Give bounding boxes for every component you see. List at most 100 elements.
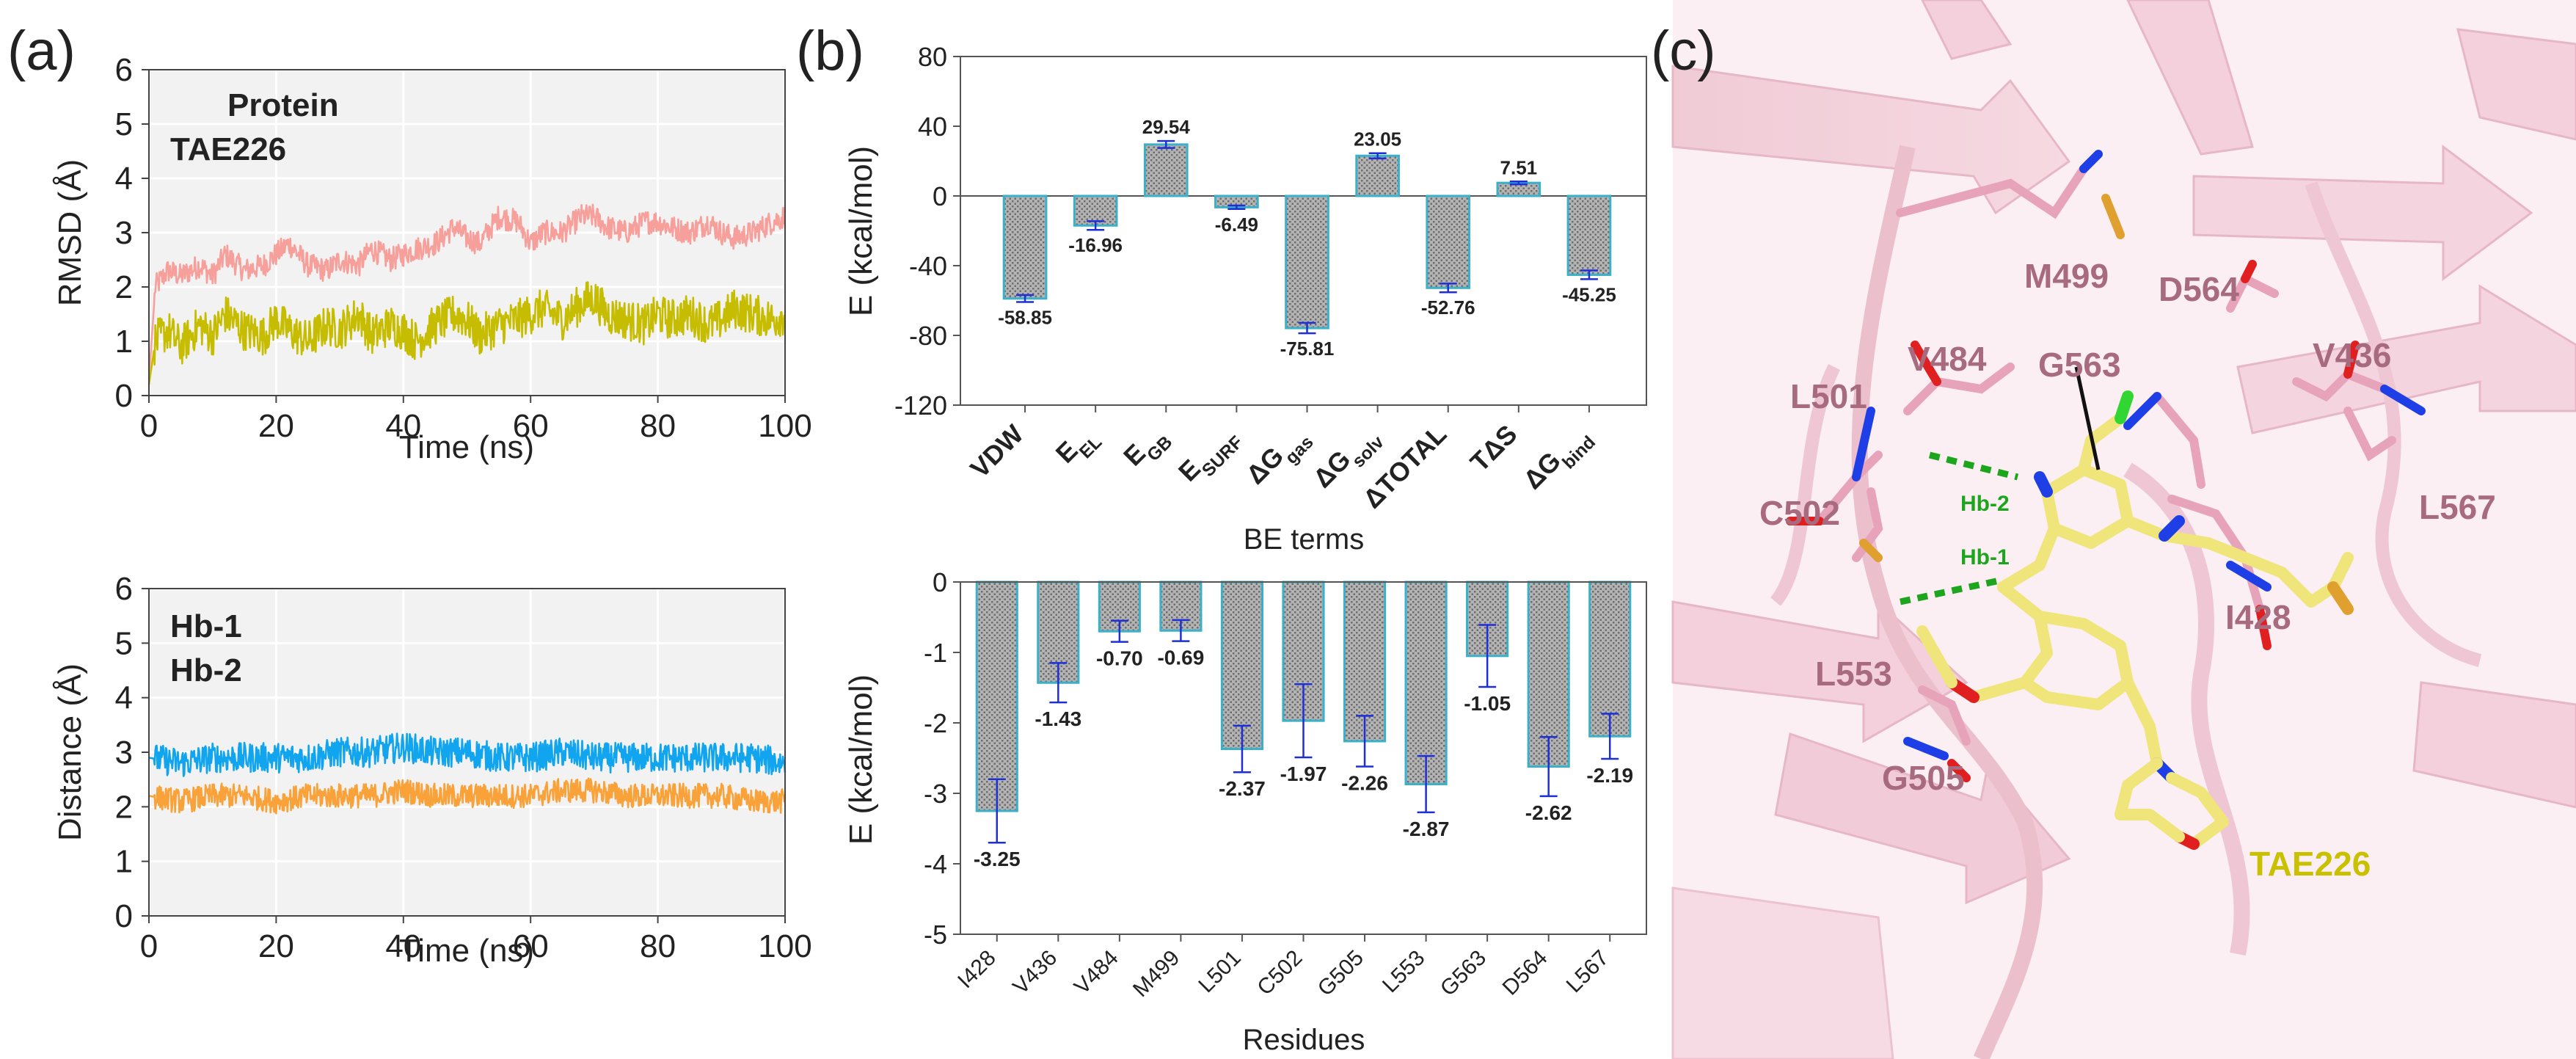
x-axis-label: Time (ns): [399, 429, 534, 465]
y-tick-label: -2: [924, 708, 947, 738]
data-label: -58.85: [998, 307, 1052, 329]
bar: [1220, 581, 1264, 751]
series-line-hb-1: [148, 732, 787, 777]
residue-label-g505: G505: [1882, 759, 1965, 797]
chart-b-bottom: -3.25 -1.43 -0.70 -0.69 -2.37 -1.97 -2.26 -2.87…: [843, 567, 1647, 1056]
residue-label-c502: C502: [1759, 494, 1840, 532]
chart-a-top: 0 20 40 60 80 100 0 1 2 3 4 5 6 Protein TAE226 Time …: [52, 52, 812, 465]
x-tick-label: 60: [513, 928, 549, 964]
legend-protein: Protein: [227, 87, 339, 123]
x-tick-label: 20: [258, 408, 294, 444]
y-tick-label: 80: [918, 42, 947, 72]
y-axis-label: E (kcal/mol): [843, 146, 879, 316]
y-tick-label: 1: [115, 324, 133, 360]
bar: [975, 581, 1018, 812]
ligand-sticks: [1916, 390, 2354, 850]
residue-label-i428: I428: [2225, 598, 2291, 636]
y-tick-label: -3: [924, 779, 947, 809]
data-label: -3.25: [974, 848, 1021, 870]
bar: [1343, 581, 1387, 743]
y-tick-label: 3: [115, 735, 133, 771]
panel-label-a: (a): [7, 20, 76, 82]
hbond-2-dash: [1928, 451, 2019, 481]
y-tick-label: 0: [115, 898, 133, 934]
x-tick-label: 80: [640, 928, 676, 964]
series-line-protein: [147, 203, 787, 379]
bar: [1002, 194, 1048, 300]
x-tick-label: M499: [1128, 946, 1184, 1002]
plot-frame: [960, 56, 1647, 406]
coil-loop: [1851, 145, 2043, 1059]
y-tick-label: 4: [115, 680, 133, 716]
residue-sticks: [1786, 150, 2426, 782]
x-tick-label: EGB: [1117, 419, 1176, 478]
x-tick-label: 60: [513, 408, 549, 444]
series-line-tae226: [147, 281, 787, 385]
x-tick-label: ΔGgas: [1240, 419, 1317, 496]
y-axis-label: Distance (Å): [52, 663, 88, 841]
residue-label-l501: L501: [1790, 377, 1867, 415]
y-tick-label: 5: [115, 625, 133, 661]
x-tick-label: 100: [758, 408, 811, 444]
x-tick-label: 80: [640, 408, 676, 444]
x-tick-label: ΔGbind: [1517, 419, 1599, 501]
beta-sheet-arrow: [2412, 681, 2576, 809]
residue-label-v436: V436: [2313, 336, 2391, 374]
y-axis-label: RMSD (Å): [52, 159, 88, 306]
hbond-label-hb2: Hb-2: [1960, 492, 2010, 516]
x-tick-label: ESURF: [1172, 419, 1247, 493]
x-tick-label: V436: [1008, 946, 1062, 1000]
x-tick-label: I428: [953, 946, 1001, 994]
legend-hb2: Hb-2: [170, 652, 242, 688]
data-label: -75.81: [1280, 338, 1335, 360]
data-label: -6.49: [1215, 214, 1258, 236]
data-label: -52.76: [1421, 296, 1475, 319]
chart-b-top: -58.85 -16.96 29.54 -6.49 -75.81 23.05 -52.76 7…: [843, 42, 1647, 556]
x-axis-label: Time (ns): [399, 933, 534, 969]
x-tick-label: 100: [758, 928, 811, 964]
data-label: 7.51: [1500, 156, 1538, 178]
y-tick-label: 3: [115, 215, 133, 251]
y-tick-label: 6: [115, 52, 133, 88]
residue-label-m499: M499: [2024, 257, 2109, 295]
beta-sheet-arrow: [2456, 28, 2576, 141]
bar: [1566, 194, 1612, 276]
data-label: -45.25: [1562, 283, 1616, 305]
x-tick-label: 0: [140, 408, 158, 444]
legend-tae226: TAE226: [170, 131, 286, 167]
residue-label-v484: V484: [1908, 340, 1987, 378]
coil-loop: [2305, 181, 2482, 667]
x-tick-label-main: ΔG: [1517, 445, 1566, 495]
data-label: -1.97: [1280, 763, 1327, 785]
legend-hb1: Hb-1: [170, 608, 242, 644]
y-tick-label: 2: [115, 269, 133, 305]
data-label: -2.62: [1525, 801, 1572, 824]
x-tick-label: 0: [140, 928, 158, 964]
bar: [1404, 581, 1448, 786]
hbond-label-hb1: Hb-1: [1960, 545, 2010, 569]
y-tick-label: 4: [115, 161, 133, 197]
y-tick-label: 40: [918, 112, 947, 142]
beta-sheet-arrow: [2126, 0, 2254, 156]
data-label: -1.05: [1464, 692, 1511, 715]
y-tick-label: 1: [115, 844, 133, 880]
bar: [1426, 194, 1471, 289]
x-tick-label: 20: [258, 928, 294, 964]
data-label: -0.70: [1096, 647, 1143, 670]
y-tick-label: -40: [909, 251, 947, 281]
bar: [1143, 143, 1189, 197]
y-tick-label: -120: [894, 390, 947, 421]
data-label: -16.96: [1068, 234, 1123, 256]
residue-label-l553: L553: [1815, 655, 1892, 693]
pointer-line: [2074, 366, 2101, 470]
panel-label-b: (b): [796, 20, 864, 82]
x-tick-label: D564: [1498, 946, 1552, 1000]
beta-sheet-arrow: [1921, 0, 2013, 60]
residue-label-l567: L567: [2419, 488, 2496, 526]
bar: [1527, 581, 1570, 768]
series-line-hb-2: [148, 777, 787, 815]
x-tick-label-main: ΔTOTAL: [1357, 419, 1453, 514]
x-tick-label-main: ΔG: [1240, 440, 1289, 490]
residue-label-g563: G563: [2038, 346, 2121, 384]
